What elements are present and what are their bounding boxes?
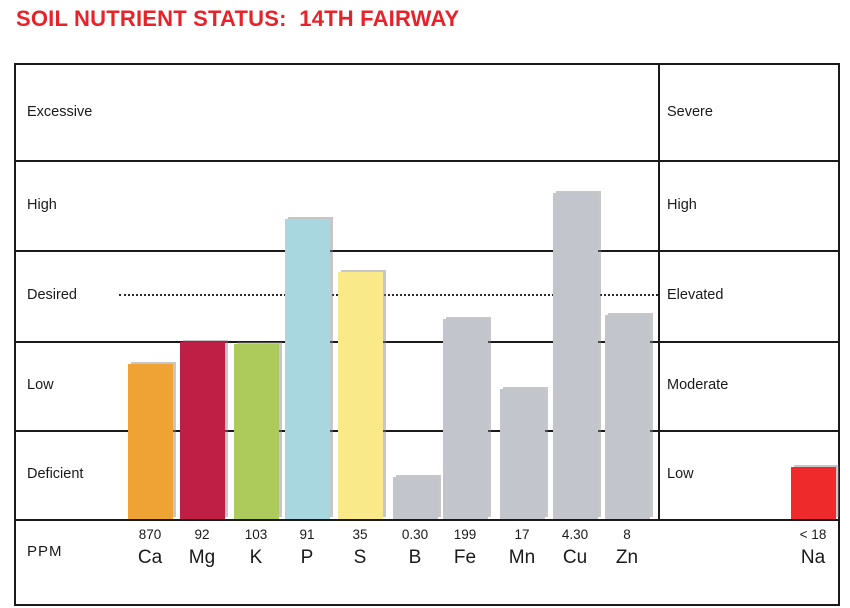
right-section-divider [658, 65, 660, 521]
ppm-value-zn: 8 [623, 527, 631, 542]
nutrient-status-chart: PPM Excessive High Desired Low Deficient Seve… [14, 63, 840, 606]
left-zone-label-desired: Desired [27, 287, 77, 303]
zone-boundary-line-1 [16, 160, 838, 162]
ppm-value-fe: 199 [453, 527, 477, 542]
bar-s [337, 272, 383, 519]
ppm-value-s: 35 [352, 527, 368, 542]
bar-k [233, 344, 279, 519]
desired-level-dotted-line [119, 294, 658, 296]
bar-b [392, 477, 438, 519]
bar-zn [604, 315, 650, 519]
zone-boundary-line-4 [16, 430, 838, 432]
left-zone-label-deficient: Deficient [27, 466, 84, 482]
bar-fe [442, 319, 488, 519]
right-zone-label-low: Low [667, 466, 694, 482]
bar-mn [499, 389, 545, 519]
bar-p [284, 219, 330, 519]
ppm-value-na: < 18 [799, 527, 827, 542]
element-label-ca: Ca [137, 547, 163, 568]
element-label-mn: Mn [508, 547, 536, 568]
right-zone-label-severe: Severe [667, 104, 713, 120]
element-label-na: Na [800, 547, 826, 568]
bar-na [790, 467, 836, 519]
left-zone-label-low: Low [27, 377, 54, 393]
element-label-mg: Mg [188, 547, 216, 568]
bar-cu [552, 193, 598, 519]
element-label-cu: Cu [562, 547, 588, 568]
right-zone-label-elevated: Elevated [667, 287, 724, 303]
ppm-value-p: 91 [299, 527, 315, 542]
chart-plot-area: PPM Excessive High Desired Low Deficient Seve… [16, 65, 838, 604]
ppm-value-ca: 870 [138, 527, 162, 542]
right-zone-label-moderate: Moderate [667, 377, 729, 393]
element-label-zn: Zn [615, 547, 639, 568]
ppm-value-cu: 4.30 [561, 527, 589, 542]
ppm-value-k: 103 [244, 527, 268, 542]
element-label-b: B [408, 547, 422, 568]
element-label-s: S [353, 547, 367, 568]
page-title: SOIL NUTRIENT STATUS: 14TH FAIRWAY [16, 6, 460, 31]
right-zone-label-high: High [667, 197, 697, 213]
zone-boundary-line-3 [16, 341, 838, 343]
element-label-fe: Fe [453, 547, 477, 568]
ppm-value-mn: 17 [514, 527, 530, 542]
left-zone-label-high: High [27, 197, 57, 213]
ppm-value-mg: 92 [194, 527, 210, 542]
left-zone-label-excessive: Excessive [27, 104, 93, 120]
element-label-p: P [300, 547, 314, 568]
ppm-value-b: 0.30 [401, 527, 429, 542]
zone-boundary-line-2 [16, 250, 838, 252]
ppm-row-label: PPM [27, 543, 63, 560]
element-label-k: K [249, 547, 263, 568]
bar-mg [179, 342, 225, 519]
zone-boundary-line-5 [16, 519, 838, 521]
bar-ca [127, 364, 173, 519]
